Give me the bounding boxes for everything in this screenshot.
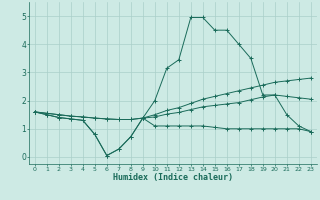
- X-axis label: Humidex (Indice chaleur): Humidex (Indice chaleur): [113, 173, 233, 182]
